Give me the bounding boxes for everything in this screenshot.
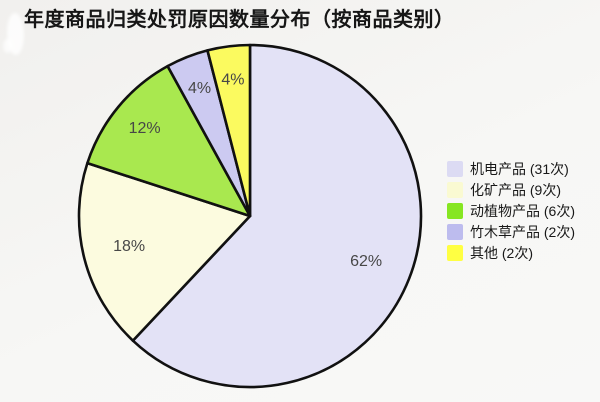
slice-percent-label: 4% [221, 72, 244, 89]
pie-slice-化矿产品 [77, 161, 252, 342]
legend-label: 动植物产品 (6次) [470, 203, 575, 219]
slice-percent-label: 4% [188, 80, 211, 97]
legend: 机电产品 (31次) 化矿产品 (9次) 动植物产品 (6次) 竹木草产品 (2次) 其… [447, 161, 575, 261]
legend-label: 化矿产品 (9次) [470, 182, 561, 198]
legend-item-竹木草产品: 竹木草产品 (2次) [447, 224, 575, 240]
legend-item-机电产品: 机电产品 (31次) [447, 161, 575, 177]
chart-title: 年度商品归类处罚原因数量分布（按商品类别） [24, 9, 455, 31]
legend-swatch-icon [447, 161, 463, 177]
slice-percent-label: 62% [350, 253, 382, 270]
legend-swatch-icon [447, 224, 463, 240]
legend-swatch-icon [447, 245, 463, 261]
watermark-logo-icon [3, 13, 24, 55]
pie-slice-其他 [206, 43, 252, 218]
legend-item-化矿产品: 化矿产品 (9次) [447, 182, 575, 198]
legend-swatch-icon [447, 182, 463, 198]
legend-label: 竹木草产品 (2次) [470, 224, 575, 240]
pie-slice-机电产品 [131, 43, 423, 389]
legend-item-动植物产品: 动植物产品 (6次) [447, 203, 575, 219]
legend-label: 其他 (2次) [470, 245, 533, 261]
legend-label: 机电产品 (31次) [470, 161, 569, 177]
legend-swatch-icon [447, 203, 463, 219]
legend-item-其他: 其他 (2次) [447, 245, 575, 261]
pie-slice-动植物产品 [86, 64, 252, 218]
slice-percent-label: 18% [113, 238, 145, 255]
slice-percent-label: 12% [129, 120, 161, 137]
